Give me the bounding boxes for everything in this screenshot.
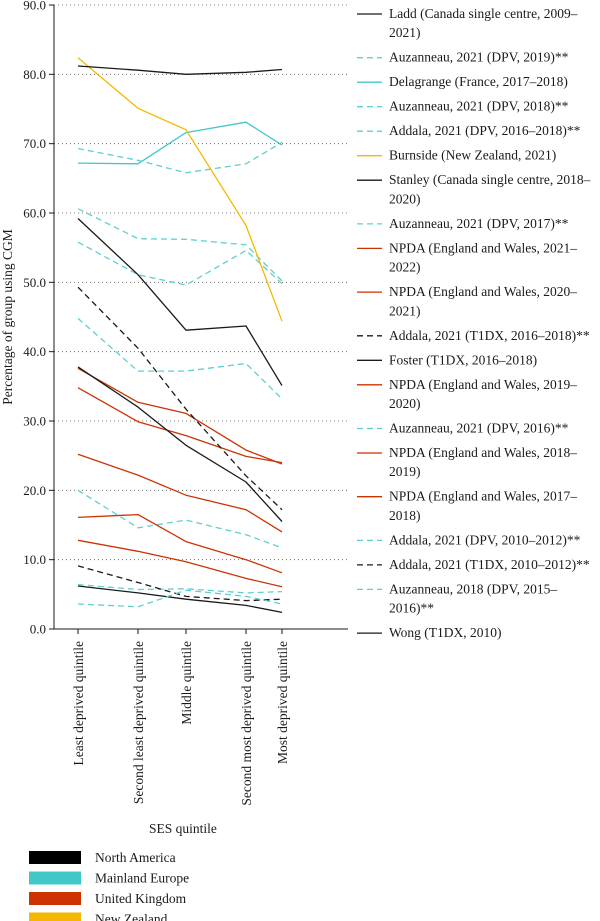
legend-label: NPDA (England and Wales, 2019– [389,377,577,392]
region-swatch [29,871,81,885]
region-label: United Kingdom [95,891,187,906]
legend-label: Auzanneau, 2021 (DPV, 2016)** [389,421,569,436]
legend-label: Wong (T1DX, 2010) [389,625,502,640]
legend-label: 2016)** [389,601,434,616]
series-line-12 [77,218,283,386]
gridlines [54,4,348,561]
legend-label: Burnside (New Zealand, 2021) [389,148,556,163]
series-line-3 [77,121,283,165]
legend-label: Addala, 2021 (DPV, 2010–2012)** [389,532,581,547]
y-tick-label: 80.0 [23,67,46,82]
legend-label: NPDA (England and Wales, 2018– [389,445,577,460]
y-tick-label: 20.0 [23,483,46,498]
legend-label: Auzanneau, 2021 (DPV, 2017)** [389,216,569,231]
y-tick-label: 50.0 [23,275,46,290]
series-line-5 [77,141,283,174]
series-line-6 [77,57,283,322]
y-tick-label: 90.0 [23,0,46,13]
series-legend: Ladd (Canada single centre, 2009– 2021) Au… [357,6,591,640]
legend-label: 2019) [389,464,421,479]
x-tick-label: Second least deprived quintile [131,641,146,804]
legend-label: 2022) [389,260,421,275]
legend-label: 2021) [389,303,421,318]
legend-label: Auzanneau, 2021 (DPV, 2018)** [389,99,569,114]
series-lines [77,57,283,614]
series-line-10 [77,387,283,464]
region-legend: North America Mainland Europe United Kingd… [29,850,189,921]
legend-label: Delagrange (France, 2017–2018) [389,74,568,89]
x-tick-labels: Least deprived quintile Second least depr… [71,629,290,806]
region-swatch [29,892,81,905]
region-swatch [29,851,81,864]
y-tick-label: 40.0 [23,344,46,359]
legend-label: Stanley (Canada single centre, 2018– [389,172,591,187]
x-tick-label: Middle quintile [179,641,194,725]
series-line-2 [77,208,283,282]
series-line-13 [77,453,283,533]
y-tick-labels: 0.0 10.0 20.0 30.0 40.0 50.0 60.0 70.0 80.0 90.0 [23,0,54,637]
legend-label: Foster (T1DX, 2016–2018) [389,352,537,367]
series-line-14 [77,489,283,549]
legend-label: NPDA (England and Wales, 2020– [389,284,577,299]
legend-label: NPDA (England and Wales, 2021– [389,240,577,255]
legend-label: Addala, 2021 (DPV, 2016–2018)** [389,123,581,138]
region-label: North America [95,850,176,865]
legend-label: Auzanneau, 2021 (DPV, 2019)** [389,50,569,65]
axes [53,5,348,630]
legend-label: 2018) [389,508,421,523]
legend-label: 2021) [389,25,421,40]
legend-label: Addala, 2021 (T1DX, 2016–2018)** [389,328,590,343]
x-tick-label: Second most deprived quintile [239,641,254,806]
series-line-4 [77,241,283,286]
series-line-8 [77,317,283,400]
series-line-11 [77,286,283,511]
series-line-18 [77,565,283,602]
y-tick-label: 10.0 [23,552,46,567]
x-axis-title: SES quintile [149,821,217,836]
legend-label: NPDA (England and Wales, 2017– [389,489,577,504]
region-label: New Zealand [95,912,168,921]
series-line-7 [77,65,283,75]
y-tick-label: 60.0 [23,206,46,221]
y-tick-label: 0.0 [30,622,46,637]
legend-label: 2020) [389,191,421,206]
y-tick-label: 70.0 [23,136,46,151]
legend-label: Auzanneau, 2018 (DPV, 2015– [389,581,557,596]
series-line-15 [77,513,283,574]
series-line-20 [77,366,283,522]
series-line-9 [77,367,283,465]
x-tick-label: Most deprived quintile [275,641,290,764]
series-line-17 [77,583,283,594]
series-line-1 [77,585,283,614]
region-swatch [29,912,81,921]
y-axis-title: Percentage of group using CGM [0,229,15,404]
legend-label: 2020) [389,396,421,411]
series-line-19 [77,589,283,608]
legend-label: Ladd (Canada single centre, 2009– [389,6,578,21]
legend-label: Addala, 2021 (T1DX, 2010–2012)** [389,557,590,572]
x-tick-label: Least deprived quintile [71,641,86,765]
series-line-16 [77,539,283,588]
y-tick-label: 30.0 [23,414,46,429]
region-label: Mainland Europe [95,871,189,886]
